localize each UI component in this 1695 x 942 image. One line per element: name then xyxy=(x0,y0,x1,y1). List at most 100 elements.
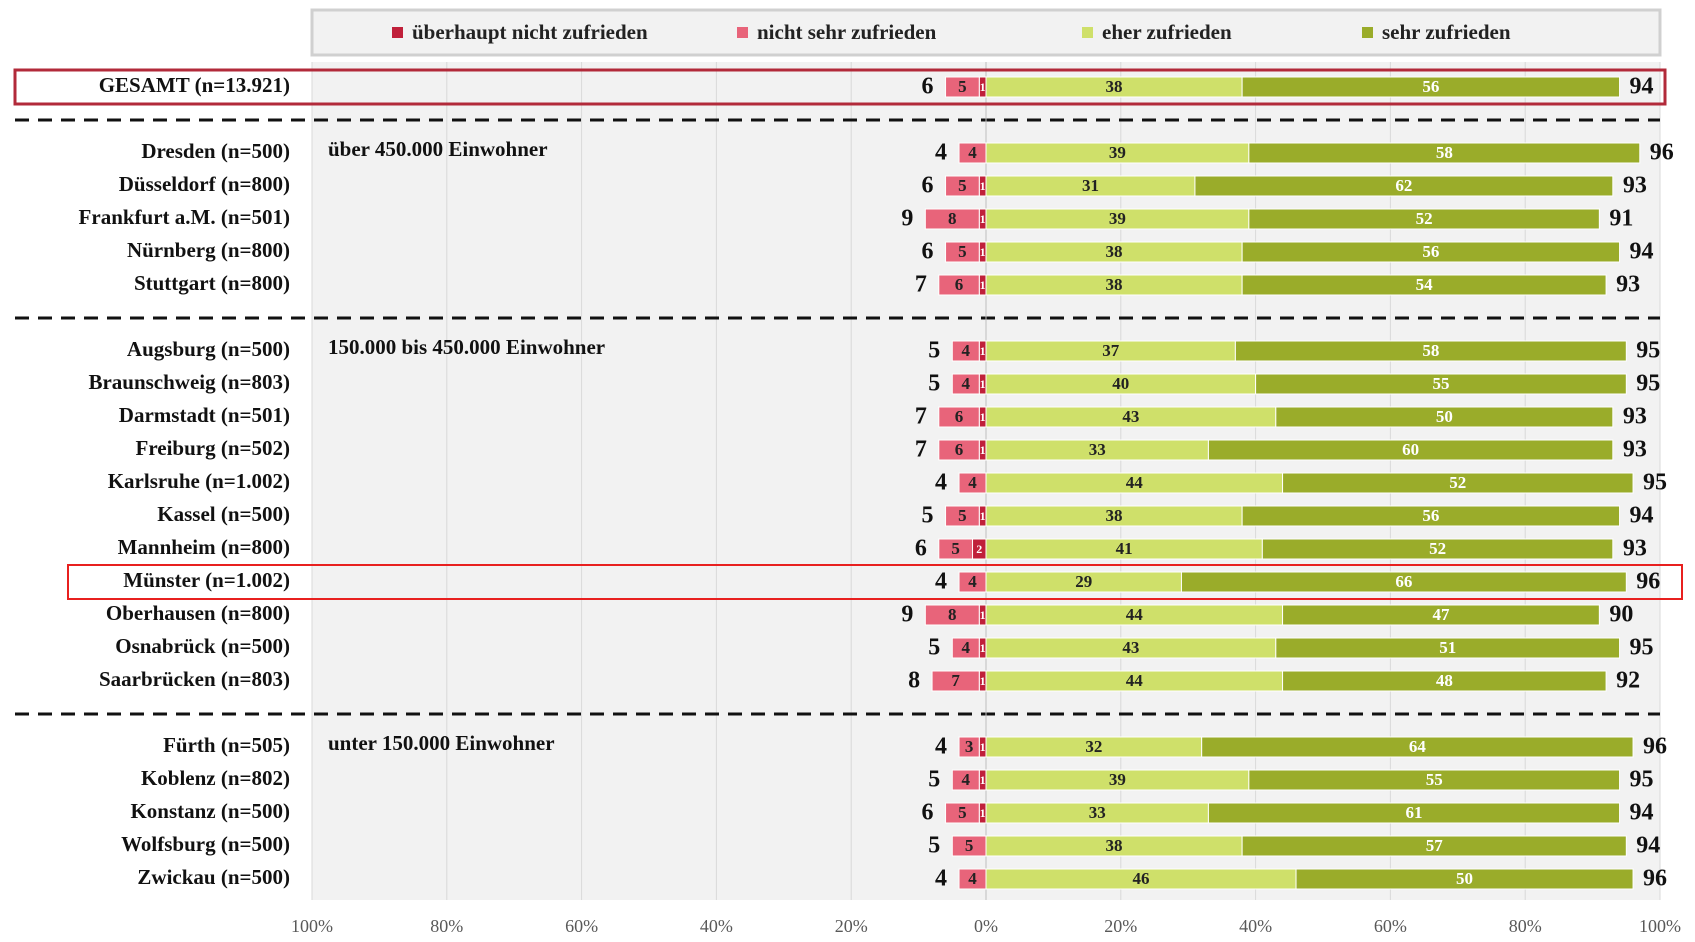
x-tick-label: 100% xyxy=(1639,916,1681,936)
bar-value-label: 7 xyxy=(951,671,960,690)
bar-value-label: 38 xyxy=(1106,77,1123,96)
negative-total: 6 xyxy=(922,173,934,199)
bar-value-label: 1 xyxy=(980,641,986,655)
legend-label: sehr zufrieden xyxy=(1382,20,1511,44)
category-label: Augsburg (n=500) xyxy=(127,337,290,361)
category-label: Osnabrück (n=500) xyxy=(115,634,290,658)
category-label: Frankfurt a.M. (n=501) xyxy=(79,205,290,229)
bar-value-label: 31 xyxy=(1082,176,1099,195)
negative-total: 4 xyxy=(935,734,947,760)
positive-total: 94 xyxy=(1630,239,1654,265)
bar-value-label: 33 xyxy=(1089,440,1106,459)
negative-total: 8 xyxy=(908,668,920,694)
bar-value-label: 66 xyxy=(1395,572,1412,591)
bar-value-label: 47 xyxy=(1432,605,1450,624)
bar-segment xyxy=(951,340,980,362)
bar-value-label: 39 xyxy=(1109,209,1126,228)
bar-value-label: 8 xyxy=(948,605,957,624)
bar-segment xyxy=(1241,241,1621,263)
positive-total: 95 xyxy=(1636,371,1660,397)
bar-value-label: 4 xyxy=(968,473,977,492)
positive-total: 95 xyxy=(1630,635,1654,661)
bar-value-label: 41 xyxy=(1116,539,1133,558)
bar-value-label: 4 xyxy=(962,770,971,789)
bar-value-label: 6 xyxy=(955,407,964,426)
bar-segment xyxy=(931,670,980,692)
bar-segment xyxy=(945,505,980,527)
legend-swatch xyxy=(392,27,403,38)
bar-value-label: 1 xyxy=(980,443,986,457)
bar-value-label: 44 xyxy=(1126,473,1144,492)
positive-total: 94 xyxy=(1630,800,1654,826)
bar-value-label: 58 xyxy=(1422,341,1439,360)
bar-value-label: 5 xyxy=(958,803,967,822)
positive-total: 94 xyxy=(1630,74,1654,100)
bar-value-label: 1 xyxy=(980,278,986,292)
bar-segment xyxy=(1248,769,1621,791)
negative-total: 5 xyxy=(928,833,940,859)
positive-total: 90 xyxy=(1609,602,1633,628)
bar-value-label: 55 xyxy=(1426,770,1443,789)
x-tick-label: 60% xyxy=(565,916,598,936)
bar-value-label: 60 xyxy=(1402,440,1419,459)
negative-total: 9 xyxy=(901,206,913,232)
group-label: über 450.000 Einwohner xyxy=(328,137,548,161)
bar-value-label: 56 xyxy=(1422,506,1439,525)
bar-value-label: 50 xyxy=(1436,407,1453,426)
bar-segment xyxy=(945,76,980,98)
bar-value-label: 4 xyxy=(968,143,977,162)
bar-value-label: 44 xyxy=(1126,671,1144,690)
bar-segment xyxy=(938,406,980,428)
negative-total: 9 xyxy=(901,602,913,628)
bar-value-label: 5 xyxy=(951,539,960,558)
bar-value-label: 57 xyxy=(1426,836,1444,855)
negative-total: 4 xyxy=(935,866,947,892)
legend-box xyxy=(310,8,1662,57)
bar-value-label: 40 xyxy=(1112,374,1129,393)
positive-total: 96 xyxy=(1643,734,1667,760)
legend-swatch xyxy=(1362,27,1373,38)
bar-value-label: 44 xyxy=(1126,605,1144,624)
bar-value-label: 62 xyxy=(1395,176,1412,195)
bar-value-label: 1 xyxy=(980,773,986,787)
bar-value-label: 5 xyxy=(958,242,967,261)
bar-value-label: 1 xyxy=(980,80,986,94)
bar-value-label: 5 xyxy=(958,506,967,525)
category-label: Nürnberg (n=800) xyxy=(127,238,290,262)
bar-segment xyxy=(1201,736,1634,758)
bar-value-label: 58 xyxy=(1436,143,1453,162)
x-tick-label: 20% xyxy=(835,916,868,936)
category-label: Saarbrücken (n=803) xyxy=(99,667,290,691)
bar-value-label: 32 xyxy=(1085,737,1102,756)
negative-total: 4 xyxy=(935,140,947,166)
bar-value-label: 50 xyxy=(1456,869,1473,888)
bar-value-label: 4 xyxy=(962,374,971,393)
bar-value-label: 1 xyxy=(980,410,986,424)
group-label: unter 150.000 Einwohner xyxy=(328,731,555,755)
bar-value-label: 1 xyxy=(980,179,986,193)
category-label: GESAMT (n=13.921) xyxy=(99,73,290,97)
positive-total: 93 xyxy=(1623,437,1647,463)
bar-value-label: 1 xyxy=(980,344,986,358)
bar-value-label: 54 xyxy=(1416,275,1434,294)
category-label: Braunschweig (n=803) xyxy=(88,370,290,394)
category-label: Münster (n=1.002) xyxy=(123,568,290,592)
positive-total: 92 xyxy=(1616,668,1640,694)
category-label: Darmstadt (n=501) xyxy=(119,403,290,427)
bar-value-label: 3 xyxy=(965,737,974,756)
bar-value-label: 43 xyxy=(1122,638,1139,657)
bar-segment xyxy=(1261,538,1614,560)
negative-total: 7 xyxy=(915,272,927,298)
category-label: Dresden (n=500) xyxy=(141,139,290,163)
negative-total: 5 xyxy=(922,503,934,529)
bar-value-label: 5 xyxy=(958,176,967,195)
bar-value-label: 1 xyxy=(980,377,986,391)
bar-segment xyxy=(938,274,980,296)
x-tick-label: 100% xyxy=(291,916,333,936)
negative-total: 7 xyxy=(915,404,927,430)
bar-value-label: 39 xyxy=(1109,770,1126,789)
bar-segment xyxy=(1194,175,1614,197)
legend-label: überhaupt nicht zufrieden xyxy=(412,20,648,44)
bar-value-label: 33 xyxy=(1089,803,1106,822)
